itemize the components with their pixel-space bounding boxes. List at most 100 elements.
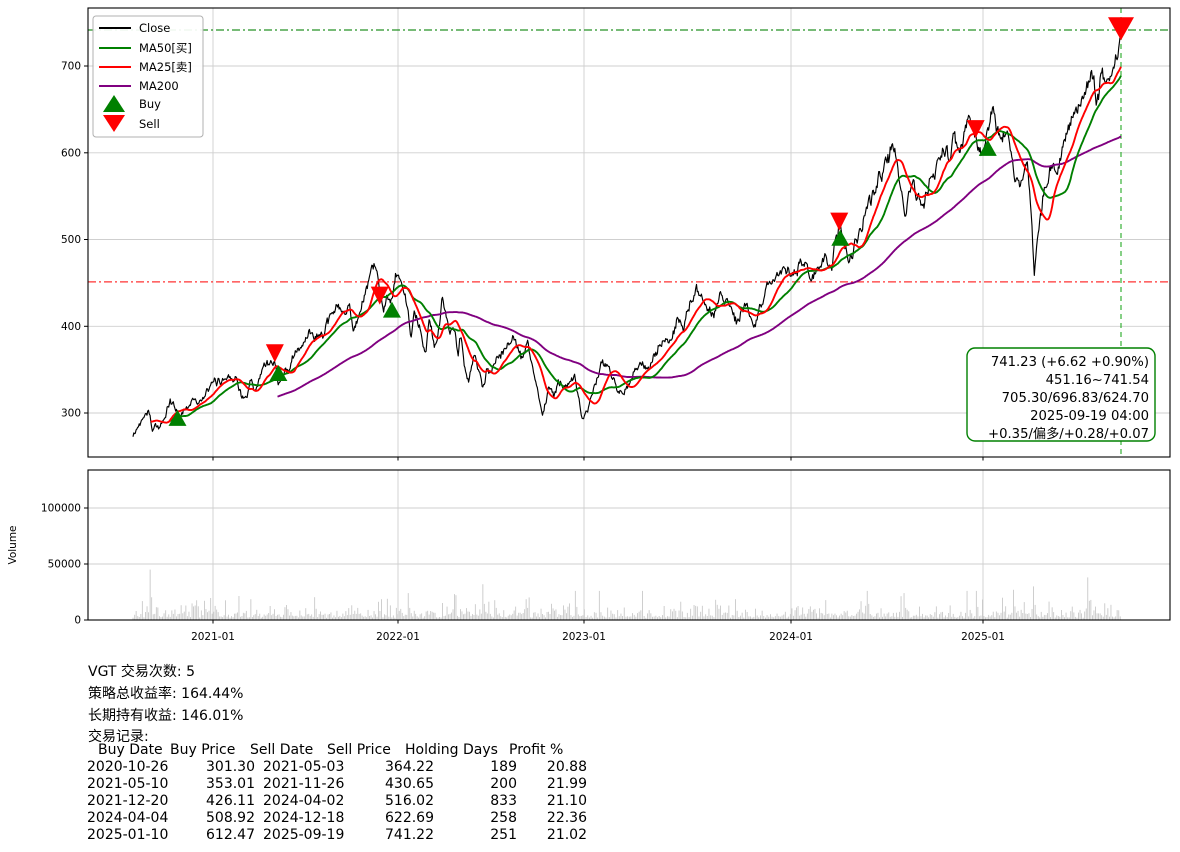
volume-bar [317,617,319,620]
volume-bar [1105,614,1107,620]
volume-bar [1093,610,1095,620]
legend-label-buy: Buy [139,97,161,111]
volume-bar [460,609,461,620]
volume-bar [488,601,490,620]
volume-bar [992,611,994,620]
volume-bar [796,607,797,620]
volume-bar [250,599,252,620]
info-ma-values: 705.30/696.83/624.70 [1002,391,1149,406]
volume-bar [311,614,313,620]
volume-bar [766,615,768,620]
legend-sell-triangle-icon [103,115,125,132]
volume-bar [1037,616,1039,620]
volume-bar [232,617,234,620]
volume-bar [657,617,658,620]
volume-bar [507,615,509,620]
volume-bar [617,610,619,620]
volume-bar [805,616,807,620]
volume-bar [1090,599,1092,620]
volume-bar [351,605,353,620]
volume-bar [132,617,134,620]
volume-bar [260,617,262,620]
volume-bar [506,617,508,620]
volume-bar [226,616,228,620]
volume-bar [874,616,876,620]
volume-bar [229,617,231,620]
volume-bar [294,615,296,620]
volume-bar [579,616,581,620]
volume-bar [336,610,338,620]
volume-bar [254,614,256,620]
volume-bar [720,605,721,620]
volume-bar [522,613,524,620]
volume-bar [154,613,156,620]
volume-bar [819,608,820,620]
volume-bar [188,611,190,620]
volume-bar [497,614,499,620]
volume-bar [482,584,484,620]
volume-bar [1073,612,1075,620]
volume-bar [1113,617,1115,620]
volume-bar [1067,617,1069,620]
quote-info-box-frame [966,347,1156,442]
volume-bar [849,616,851,620]
volume-bar [773,617,775,620]
volume-bar [736,610,738,620]
volume-bar [905,607,907,620]
volume-bar [803,613,805,620]
buy-date-cell: 2025-01-10 [87,827,169,843]
volume-bar [225,600,226,620]
volume-bar [333,615,335,620]
header-buy-date: Buy Date [98,742,163,758]
volume-bar [1057,616,1059,620]
volume-bar [926,615,928,620]
volume-bar [1065,612,1067,620]
volume-bar [969,609,971,620]
volume-bar [1025,613,1027,620]
volume-bar [574,590,576,620]
volume-bar [137,616,139,620]
volume-bar [925,615,927,620]
volume-bar [957,617,959,620]
volume-bar [698,616,700,620]
volume-bar [663,606,665,620]
volume-bar [733,615,735,620]
volume-bar [518,612,520,620]
volume-bar [211,613,213,620]
volume-bar [257,616,259,620]
sell-date-cell: 2025-09-19 [263,827,345,843]
volume-bar [1115,616,1117,620]
volume-bar [897,616,899,620]
volume-bar [911,617,913,620]
volume-bar [140,614,142,620]
volume-bar [922,613,923,620]
volume-bar [695,605,697,620]
volume-bar [245,610,247,620]
volume-bar [670,609,672,620]
volume-bar [920,616,922,620]
volume-bar [937,617,939,620]
volume-bar [667,616,668,620]
volume-bar [1042,616,1044,620]
volume-bar [598,590,600,620]
volume-bar [269,606,271,620]
volume-bar [637,613,638,620]
volume-bar [539,617,540,620]
volume-bar [289,615,290,620]
volume-bar [833,615,834,620]
volume-bar [1008,614,1010,620]
volume-bar [577,614,579,620]
volume-bar [859,609,860,620]
volume-bar [445,615,446,620]
buy-hold-return: 长期持有收益: 146.01% [88,708,244,724]
volume-bar [763,616,765,620]
holding-days-cell: 189 [490,759,517,775]
volume-bar [401,612,403,620]
volume-bar [323,614,324,620]
volume-bar [345,611,347,620]
price-series-layer [132,30,1122,437]
quote-info-box: 741.23 (+6.62 +0.90%) 451.16~741.54 705.… [966,347,1156,442]
volume-bar [1002,597,1003,620]
volume-bar [251,617,253,620]
volume-bar [320,611,321,620]
